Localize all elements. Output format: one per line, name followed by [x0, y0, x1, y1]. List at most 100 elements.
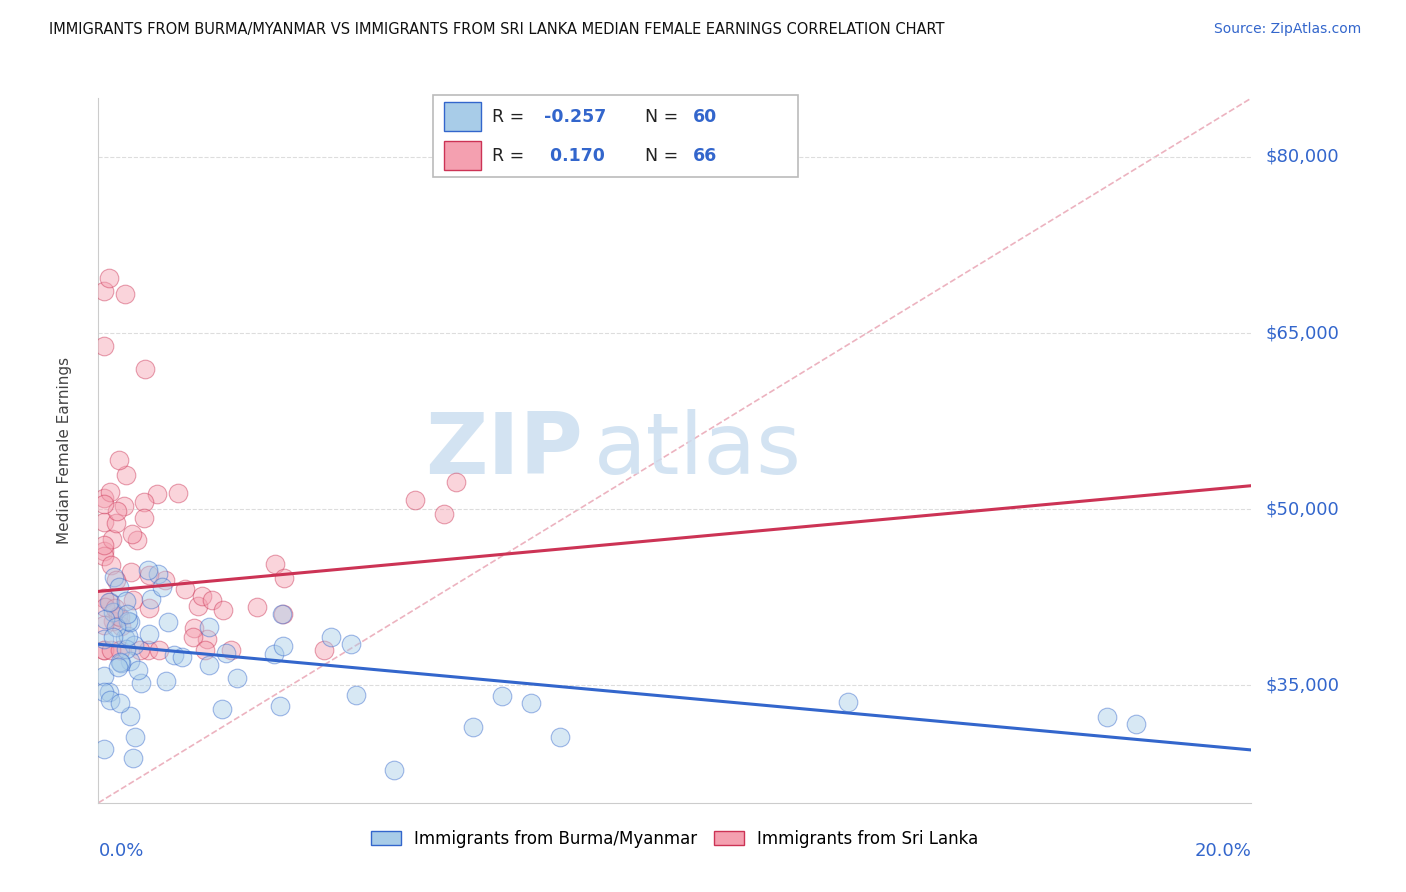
Point: [162, 648, 184, 663]
Point: [100, 558, 122, 572]
Point: [110, 656, 132, 670]
Point: [93, 742, 115, 756]
Text: IMMIGRANTS FROM BURMA/MYANMAR VS IMMIGRANTS FROM SRI LANKA MEDIAN FEMALE EARNING: IMMIGRANTS FROM BURMA/MYANMAR VS IMMIGRA…: [49, 22, 945, 37]
Point: [110, 618, 132, 632]
Point: [101, 532, 124, 546]
Point: [152, 580, 174, 594]
Text: 66: 66: [693, 146, 717, 164]
Point: [167, 486, 190, 500]
Point: [312, 643, 335, 657]
Point: [195, 632, 218, 646]
Point: [108, 655, 131, 669]
Point: [93, 497, 115, 511]
Text: ZIP: ZIP: [425, 409, 582, 492]
Point: [115, 468, 138, 483]
Text: 20.0%: 20.0%: [1195, 841, 1251, 860]
Point: [120, 654, 142, 668]
Point: [129, 676, 152, 690]
Point: [344, 689, 367, 703]
Point: [93, 617, 115, 632]
Point: [212, 603, 235, 617]
Point: [181, 630, 204, 644]
Text: N =: N =: [645, 146, 683, 164]
Point: [1097, 710, 1119, 724]
Point: [93, 685, 115, 699]
Point: [191, 589, 214, 603]
Point: [273, 571, 295, 585]
Point: [121, 526, 143, 541]
Point: [172, 649, 194, 664]
Point: [98, 484, 121, 499]
Point: [211, 702, 233, 716]
Point: [271, 607, 294, 621]
Point: [120, 566, 142, 580]
Point: [444, 475, 467, 490]
Point: [198, 657, 221, 672]
Point: [548, 730, 571, 744]
Point: [93, 643, 115, 657]
Text: -0.257: -0.257: [544, 108, 606, 126]
Point: [148, 643, 170, 657]
Point: [215, 647, 238, 661]
Point: [125, 533, 148, 547]
Point: [837, 695, 859, 709]
Point: [146, 487, 169, 501]
Text: N =: N =: [645, 108, 683, 126]
Point: [174, 582, 197, 596]
Point: [321, 630, 343, 644]
Point: [153, 574, 176, 588]
Text: Source: ZipAtlas.com: Source: ZipAtlas.com: [1213, 22, 1361, 37]
Text: $35,000: $35,000: [1265, 676, 1340, 694]
Point: [112, 499, 135, 513]
Y-axis label: Median Female Earnings: Median Female Earnings: [58, 357, 72, 544]
Point: [98, 684, 121, 698]
Point: [271, 607, 294, 621]
Text: atlas: atlas: [595, 409, 803, 492]
Point: [187, 599, 209, 614]
Text: $80,000: $80,000: [1265, 148, 1339, 166]
Point: [122, 638, 145, 652]
Point: [94, 612, 117, 626]
Point: [157, 615, 180, 630]
Text: $50,000: $50,000: [1265, 500, 1339, 518]
Point: [105, 516, 128, 531]
Point: [139, 591, 162, 606]
Point: [405, 493, 427, 508]
Point: [103, 630, 125, 644]
Point: [138, 568, 160, 582]
Point: [108, 453, 131, 467]
Point: [114, 631, 136, 645]
Point: [117, 630, 139, 644]
Text: $65,000: $65,000: [1265, 324, 1339, 342]
Point: [93, 632, 115, 646]
Point: [121, 751, 143, 765]
Point: [155, 673, 177, 688]
Point: [198, 619, 221, 633]
Point: [433, 508, 456, 522]
Point: [93, 669, 115, 683]
Legend: Immigrants from Burma/Myanmar, Immigrants from Sri Lanka: Immigrants from Burma/Myanmar, Immigrant…: [364, 823, 986, 855]
Point: [100, 692, 122, 706]
Text: 0.0%: 0.0%: [98, 841, 143, 860]
Point: [104, 600, 127, 615]
Point: [269, 699, 291, 714]
Point: [108, 643, 131, 657]
Point: [129, 643, 152, 657]
Point: [225, 671, 247, 685]
Point: [115, 594, 138, 608]
Point: [103, 570, 125, 584]
Point: [117, 614, 139, 628]
Point: [93, 538, 115, 552]
Point: [107, 660, 129, 674]
Point: [263, 647, 285, 661]
Point: [93, 591, 115, 606]
Point: [100, 642, 122, 657]
Point: [110, 643, 132, 657]
Point: [491, 689, 513, 703]
Point: [93, 515, 115, 529]
Point: [1125, 716, 1147, 731]
Point: [138, 627, 160, 641]
Point: [138, 601, 160, 615]
Point: [219, 643, 242, 657]
Point: [93, 491, 115, 505]
